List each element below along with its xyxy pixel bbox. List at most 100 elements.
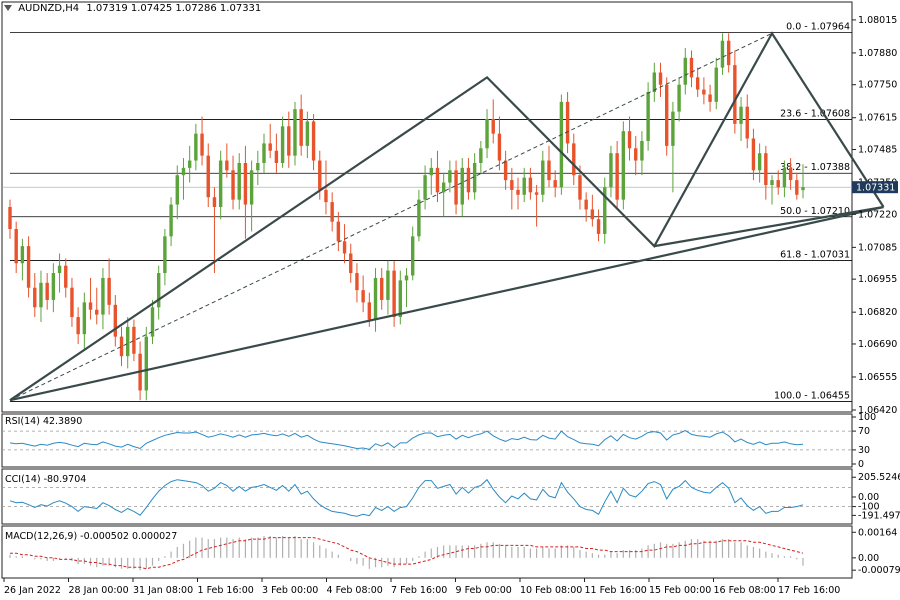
candle-body [225, 160, 229, 171]
candle-body [764, 153, 768, 185]
candle-body [726, 40, 731, 66]
candle-body [156, 273, 161, 308]
candle-body [565, 101, 570, 144]
time-tick-label: 1 Feb 16:00 [198, 585, 254, 596]
candle-body [330, 202, 334, 222]
candle-body [237, 162, 241, 200]
price-tick-label: 1.07880 [858, 48, 897, 59]
candle-body [355, 273, 359, 291]
candle-body [634, 148, 638, 161]
candle-body [336, 221, 341, 242]
candle-body [256, 162, 260, 171]
main-pane-frame [1, 1, 853, 413]
price-tick-label: 1.06420 [858, 405, 897, 416]
candle-body [95, 309, 99, 315]
time-tick-label: 4 Feb 08:00 [327, 585, 383, 596]
candle-body [466, 167, 471, 193]
candle-body [175, 175, 179, 205]
candle-body [720, 40, 725, 68]
macd-signal-line [10, 537, 804, 570]
price-tick-label: 1.07085 [858, 242, 897, 253]
rsi-line [9, 430, 804, 450]
candle-body [528, 177, 533, 193]
cci-tick-label: -100 [858, 502, 880, 513]
candle-body [429, 167, 433, 176]
candle-body [627, 131, 632, 149]
rsi-pane-frame [1, 413, 853, 468]
candle-body [547, 160, 551, 181]
candle-body [485, 118, 489, 149]
candle-body [169, 204, 173, 237]
candle-body [510, 180, 514, 190]
macd-tick-label: 0.00164 [858, 527, 897, 538]
price-tick-label: 1.06955 [858, 274, 897, 285]
time-tick-label: 15 Feb 00:00 [649, 585, 711, 596]
candle-body [423, 175, 427, 200]
time-tick-label: 7 Feb 16:00 [391, 585, 447, 596]
candle-body [795, 180, 799, 195]
time-tick-label: 16 Feb 08:00 [714, 585, 776, 596]
candle-body [683, 57, 687, 85]
candle-body [249, 170, 254, 205]
macd-title: MACD(12,26,9) -0.000502 0.000027 [5, 531, 177, 542]
candle-body [274, 150, 279, 163]
pattern-dashed-line [9, 32, 773, 401]
candle-body [287, 126, 291, 156]
candle-body [448, 170, 452, 183]
candle-body [262, 143, 266, 163]
cci-title: CCI(14) -80.9704 [5, 474, 86, 485]
candle-body [745, 106, 749, 139]
time-tick-label: 26 Jan 2022 [4, 585, 61, 596]
candle-body [82, 302, 87, 335]
candle-body [553, 180, 557, 188]
candle-body [503, 160, 508, 181]
candle-body [33, 287, 37, 308]
candle-body [714, 67, 718, 102]
candle-body [268, 143, 272, 151]
cci-tick-label: -191.4975 [858, 510, 900, 521]
candle-body [708, 94, 712, 102]
candle-body [243, 162, 248, 205]
candle-body [342, 241, 347, 254]
cci-tick-label: 205.5246 [858, 472, 900, 483]
candle-body [39, 282, 43, 308]
price-tick-label: 1.08015 [858, 15, 897, 26]
time-tick-label: 28 Jan 00:00 [69, 585, 129, 596]
candle-body [584, 199, 588, 210]
candle-body [559, 101, 564, 188]
candle-body [150, 307, 155, 337]
candle-body [615, 153, 619, 200]
candle-body [757, 153, 762, 171]
fibonacci-level-label: 50.0 - 1.07210 [780, 206, 850, 217]
candle-body [181, 167, 186, 176]
pattern-trend-line [654, 205, 884, 248]
candle-body [126, 326, 130, 357]
candle-body [349, 253, 353, 274]
candle-body [782, 167, 787, 188]
candle-body [20, 246, 25, 264]
macd-tick-label: 0.00 [858, 553, 879, 564]
candle-body [57, 265, 62, 274]
candle-body [689, 57, 694, 78]
current-price-tag [852, 181, 898, 194]
candle-body [658, 72, 663, 85]
fibonacci-level-label: 38.2 - 1.07388 [780, 162, 850, 173]
candle-body [572, 143, 576, 176]
time-tick-label: 11 Feb 16:00 [585, 585, 647, 596]
candle-body [293, 109, 297, 156]
candle-body [646, 92, 650, 141]
candle-body [26, 246, 31, 288]
candle-body [45, 282, 49, 300]
fibonacci-level-label: 100.0 - 1.06455 [774, 390, 850, 401]
candle-body [410, 236, 415, 276]
candle-body [113, 304, 118, 337]
candle-body [70, 287, 74, 318]
price-tick-label: 1.06820 [858, 307, 897, 318]
candle-body [299, 109, 303, 146]
macd-pane-frame [1, 525, 853, 579]
candle-body [590, 209, 595, 220]
candle-body [497, 133, 502, 161]
candle-body [218, 160, 223, 207]
candle-body [305, 121, 310, 146]
candle-body [479, 148, 483, 163]
